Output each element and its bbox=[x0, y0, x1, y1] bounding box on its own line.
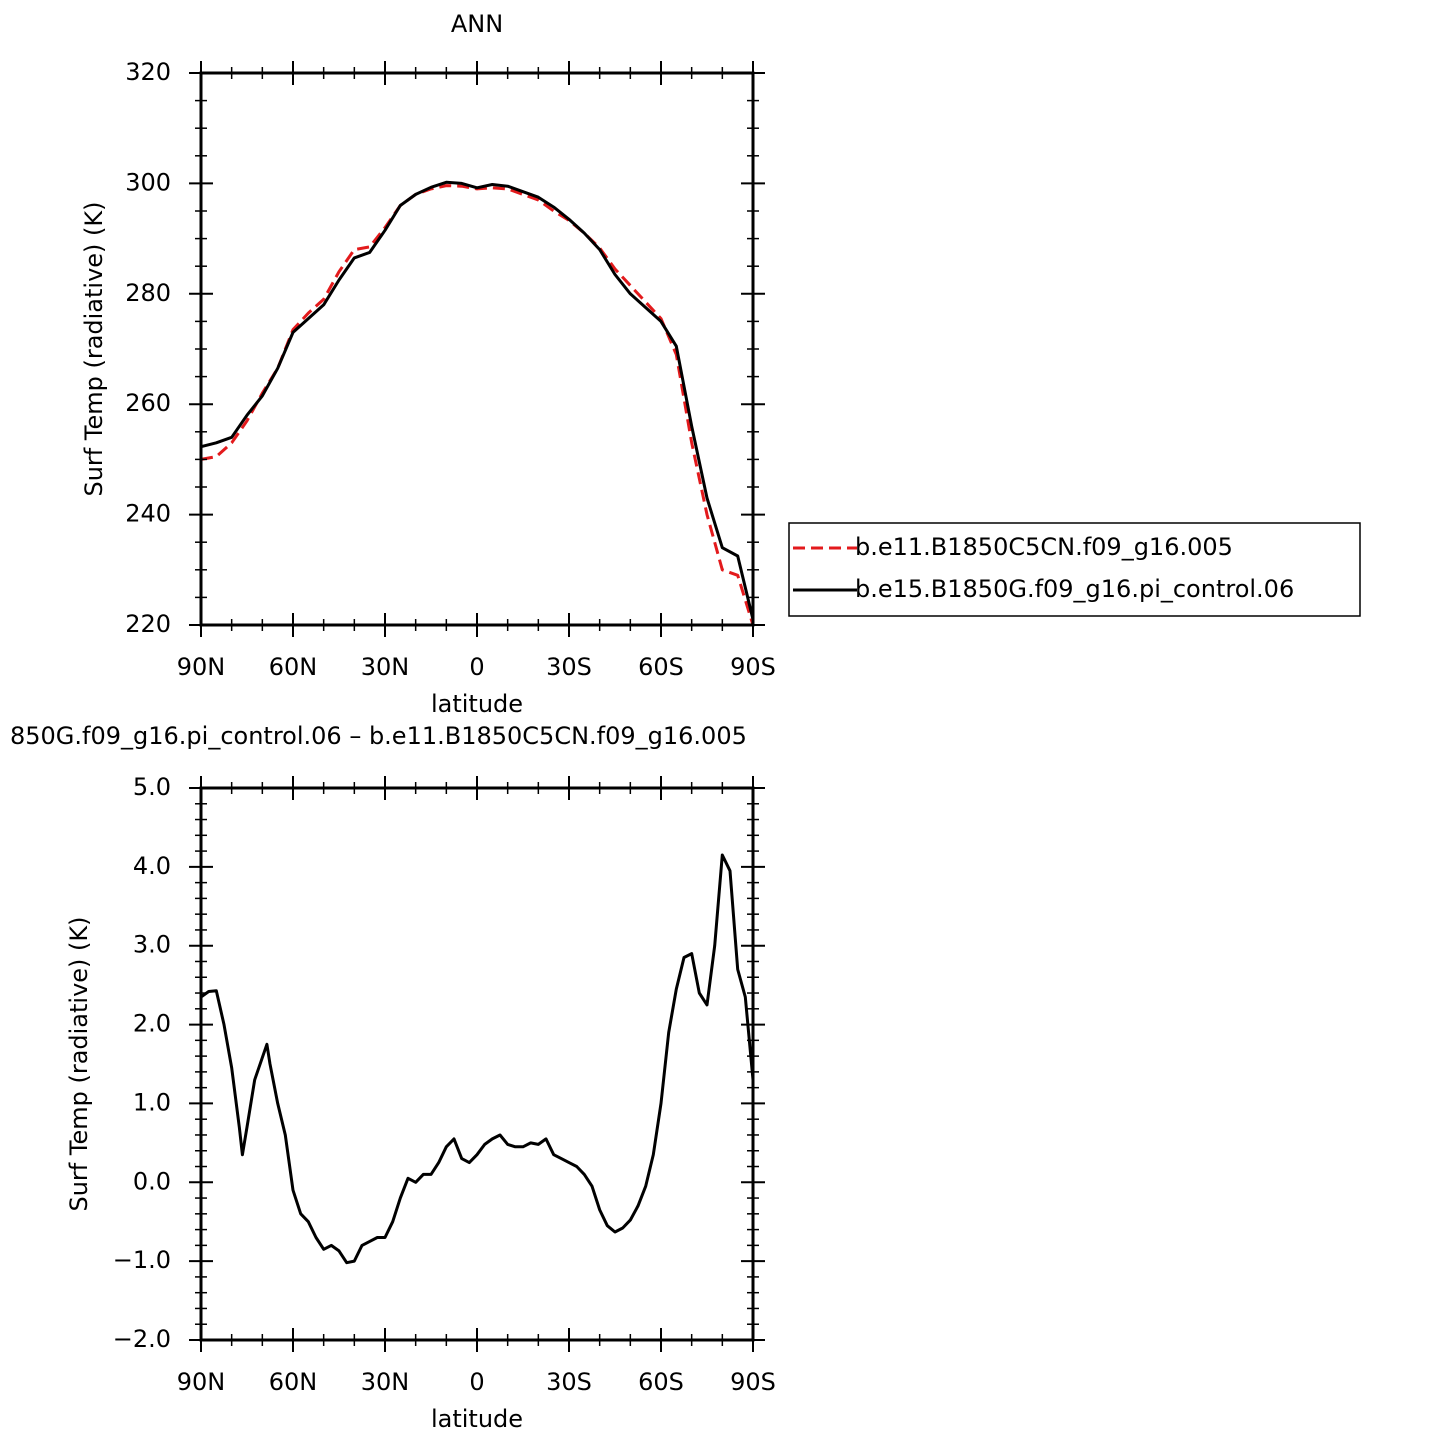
x-tick-label: 60N bbox=[269, 653, 318, 681]
legend-label: b.e11.B1850C5CN.f09_g16.005 bbox=[855, 533, 1233, 561]
x-tick-label: 30S bbox=[546, 653, 592, 681]
chart-title: ANN bbox=[451, 10, 503, 38]
x-tick-label: 60S bbox=[638, 1368, 684, 1396]
y-tick-label: 280 bbox=[125, 279, 171, 307]
plot-frame bbox=[199, 786, 755, 1342]
y-axis-label: Surf Temp (radiative) (K) bbox=[65, 916, 93, 1211]
y-axis-label: Surf Temp (radiative) (K) bbox=[80, 201, 108, 496]
x-tick-label: 30N bbox=[361, 653, 410, 681]
data-line bbox=[200, 180, 755, 620]
chart-title: 850G.f09_g16.pi_control.06 – b.e11.B1850… bbox=[10, 722, 747, 750]
x-axis-label: latitude bbox=[431, 1405, 523, 1433]
y-tick-label: 260 bbox=[125, 389, 171, 417]
x-tick-label: 90N bbox=[177, 1368, 226, 1396]
y-tick-label: 240 bbox=[125, 500, 171, 528]
y-tick-label: 0.0 bbox=[133, 1167, 171, 1195]
x-tick-label: 0 bbox=[469, 653, 484, 681]
y-tick-label: 5.0 bbox=[133, 773, 171, 801]
legend-box bbox=[788, 522, 1361, 617]
x-tick-label: 60N bbox=[269, 1368, 318, 1396]
legend-label: b.e15.B1850G.f09_g16.pi_control.06 bbox=[855, 575, 1294, 603]
y-tick-label: 3.0 bbox=[133, 931, 171, 959]
y-tick-label: 300 bbox=[125, 168, 171, 196]
x-tick-label: 0 bbox=[469, 1368, 484, 1396]
y-tick-label: 1.0 bbox=[133, 1088, 171, 1116]
x-tick-label: 30N bbox=[361, 1368, 410, 1396]
y-tick-label: −1.0 bbox=[113, 1246, 171, 1274]
y-tick-label: 320 bbox=[125, 58, 171, 86]
x-tick-label: 90N bbox=[177, 653, 226, 681]
y-tick-label: 4.0 bbox=[133, 852, 171, 880]
x-tick-label: 90S bbox=[730, 653, 776, 681]
x-tick-label: 90S bbox=[730, 1368, 776, 1396]
x-axis-label: latitude bbox=[431, 690, 523, 718]
y-tick-label: −2.0 bbox=[113, 1325, 171, 1353]
x-tick-label: 60S bbox=[638, 653, 684, 681]
y-tick-label: 2.0 bbox=[133, 1010, 171, 1038]
y-tick-label: 220 bbox=[125, 610, 171, 638]
data-line bbox=[200, 184, 755, 626]
data-line bbox=[200, 853, 755, 1265]
x-tick-label: 30S bbox=[546, 1368, 592, 1396]
